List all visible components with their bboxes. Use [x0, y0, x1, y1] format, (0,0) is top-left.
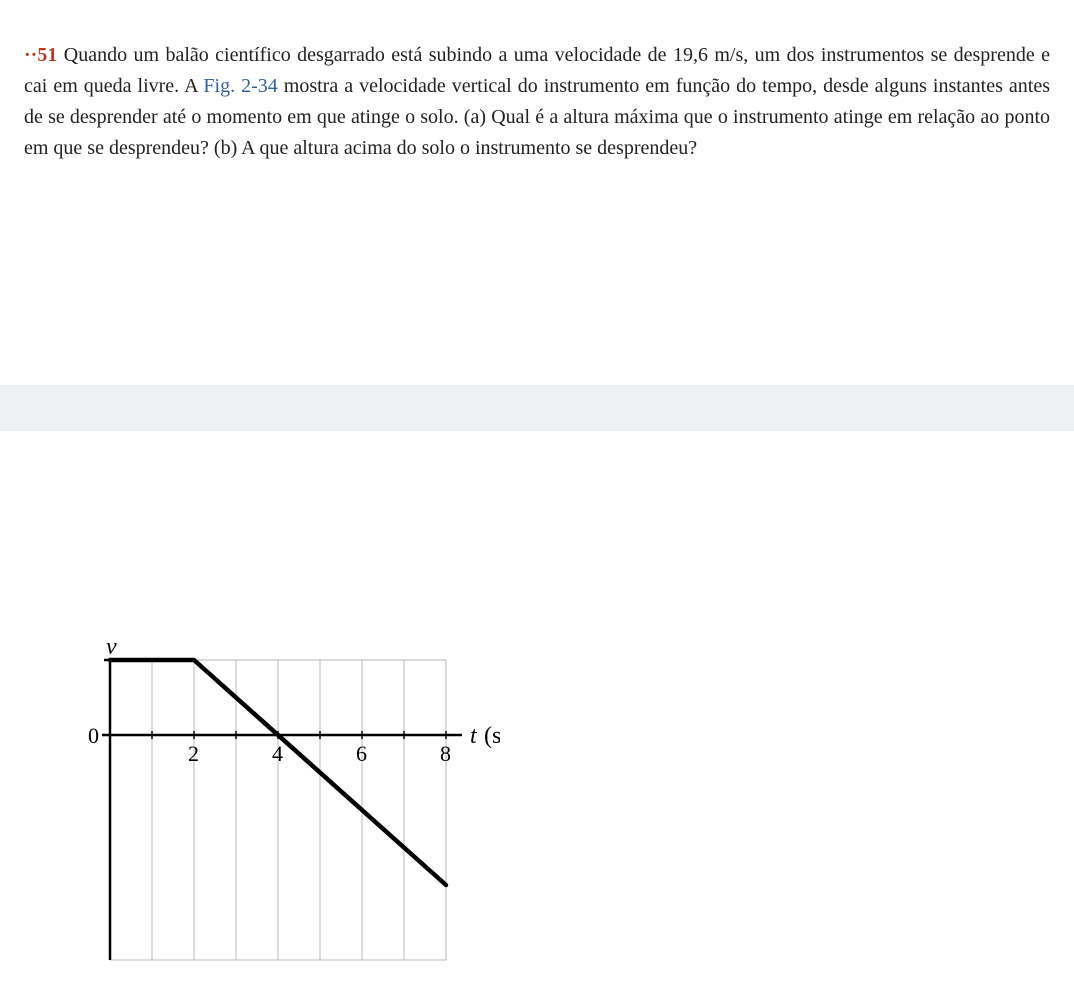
svg-text:8: 8: [440, 741, 451, 766]
svg-text:2: 2: [188, 741, 199, 766]
svg-text:4: 4: [272, 741, 283, 766]
svg-text:t: t: [470, 723, 478, 749]
svg-text:(s): (s): [484, 723, 500, 749]
svg-text:6: 6: [356, 741, 367, 766]
velocity-chart: 0 2 4 6 8t (s) v: [40, 640, 500, 980]
svg-text:0: 0: [88, 723, 99, 748]
svg-text:v: v: [106, 640, 117, 660]
figure-reference: Fig. 2-34: [203, 75, 277, 97]
problem-paragraph: ··51 Quando um balão científico desgarra…: [24, 40, 1050, 164]
problem-number: ··51: [24, 44, 57, 66]
separator-band: [0, 385, 1074, 431]
page: ··51 Quando um balão científico desgarra…: [0, 0, 1074, 993]
